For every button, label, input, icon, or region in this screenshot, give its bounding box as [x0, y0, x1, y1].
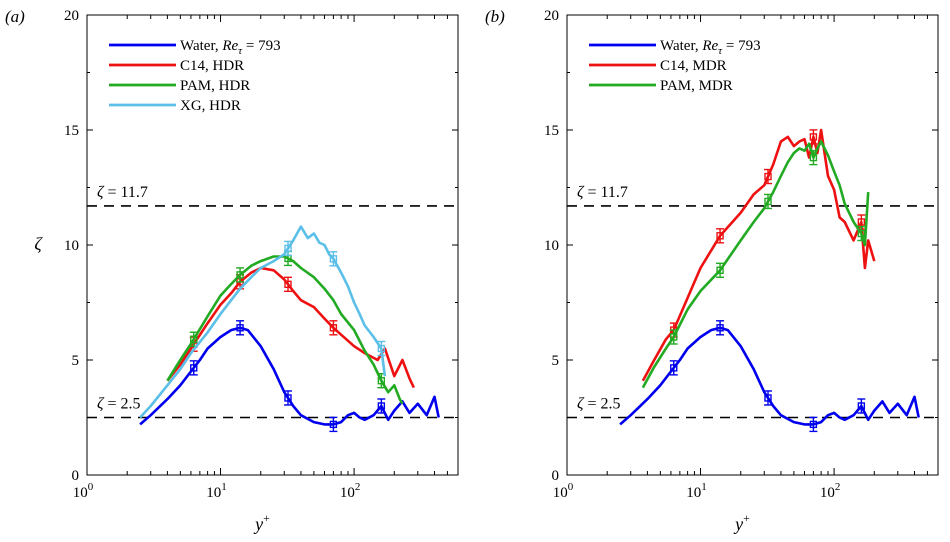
y-axis-label: ζ [34, 234, 43, 254]
error-bar [284, 240, 293, 257]
x-tick-label: 101 [206, 481, 227, 501]
y-tick-label: 0 [72, 468, 80, 484]
y-tick-label: 15 [64, 123, 79, 139]
error-bar [236, 267, 245, 283]
x-tick-label: 102 [340, 481, 361, 501]
y-tick-label: 20 [64, 8, 79, 24]
x-axis-label: y+ [253, 511, 270, 534]
error-bar [669, 329, 678, 345]
error-bar [669, 360, 678, 376]
legend-entry: Water, Reτ = 793 [180, 38, 281, 57]
error-bar [236, 320, 245, 336]
y-tick-label: 0 [552, 468, 560, 484]
error-bar [857, 398, 866, 414]
legend-entry: C14, HDR [180, 58, 244, 74]
reference-line-label: ζ = 2.5 [577, 396, 621, 413]
legend-entry: Water, Reτ = 793 [660, 38, 761, 57]
error-bar [764, 193, 773, 210]
series-line-1 [641, 128, 876, 382]
error-bar [716, 262, 725, 278]
legend-entry: PAM, MDR [660, 78, 733, 94]
error-bar [764, 390, 773, 406]
x-tick-label: 102 [820, 481, 841, 501]
series-line-0 [619, 326, 920, 426]
error-bar [329, 320, 338, 336]
y-tick-label: 10 [544, 238, 559, 254]
legend-entry: PAM, HDR [180, 78, 250, 94]
error-bar [377, 340, 386, 357]
x-tick-label: 101 [686, 481, 707, 501]
y-tick-label: 15 [544, 123, 559, 139]
error-bar [857, 225, 866, 242]
error-bar [284, 390, 293, 406]
error-bar [716, 228, 725, 244]
y-tick-label: 5 [72, 353, 80, 369]
y-tick-label: 10 [64, 238, 79, 254]
panel-label: (b) [485, 7, 505, 26]
series-line-3 [139, 225, 387, 419]
reference-line-label: ζ = 11.7 [577, 184, 628, 201]
error-bar [329, 251, 338, 267]
legend-entry: C14, MDR [660, 58, 727, 74]
y-tick-label: 5 [552, 353, 560, 369]
error-bar [809, 149, 818, 166]
error-bar [809, 416, 818, 433]
error-bar [809, 129, 818, 145]
error-bar [189, 360, 198, 376]
y-tick-label: 20 [544, 8, 559, 24]
error-bar [377, 398, 386, 414]
x-tick-label: 100 [553, 481, 574, 501]
chart-panel-a: 0 5 10 15 20 100 101 102 y+ ζ (a) ζ = 11.7 ζ = 2.5 Wa… [5, 7, 459, 534]
error-bar [716, 320, 725, 336]
series-line-0 [139, 326, 440, 426]
reference-line-label: ζ = 11.7 [97, 184, 148, 201]
series-line-2 [641, 140, 870, 389]
x-axis-label: y+ [733, 511, 750, 534]
error-bar [764, 168, 773, 185]
chart-panel-b: 0 5 10 15 20 100 101 102 y+ (b) ζ = 11.7 ζ = 2.5 Wat… [485, 7, 939, 534]
reference-line-label: ζ = 2.5 [97, 396, 141, 413]
panel-label: (a) [5, 7, 25, 26]
x-tick-label: 100 [73, 481, 94, 501]
legend-entry: XG, HDR [180, 98, 241, 114]
error-bar [329, 416, 338, 433]
error-bar [284, 276, 293, 293]
